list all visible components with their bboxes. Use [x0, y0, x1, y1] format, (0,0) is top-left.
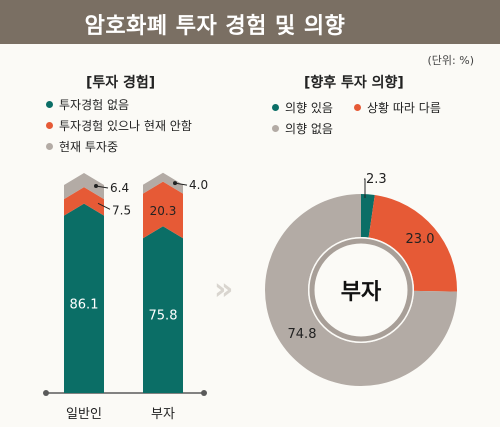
bar-value-label: 6.4	[110, 181, 129, 195]
bar-segment-2	[64, 187, 104, 216]
legend-label: 의향 있음	[285, 101, 333, 115]
page-title: 암호화폐 투자 경험 및 의향	[84, 14, 346, 39]
bar-value-label: 86.1	[70, 297, 99, 312]
legend-item-currently-investing: 현재 투자중	[46, 138, 118, 155]
legend-item-no-experience: 투자경험 없음	[46, 96, 129, 113]
donut-center-label: 부자	[341, 280, 382, 305]
bar-segment-2	[143, 181, 183, 239]
bar-segment-1	[143, 226, 183, 393]
legend-item-past-experience: 투자경험 있으나 현재 안함	[46, 117, 192, 134]
legend-item-unwilling: 의향 없음	[272, 120, 333, 137]
donut-value-label: 23.0	[406, 232, 435, 247]
legend-dot	[272, 104, 279, 111]
legend-item-willing: 의향 있음	[272, 99, 333, 116]
donut-inner-ring	[309, 238, 413, 342]
investment-experience-title: [투자 경험]	[86, 75, 156, 91]
bar-value-label: 75.8	[149, 309, 178, 324]
x-tick-label: 부자	[151, 407, 175, 422]
donut-value-label: 2.3	[366, 172, 387, 187]
legend-dot	[46, 101, 53, 108]
investment-intention-title: [향후 투자 의향]	[304, 75, 404, 91]
donut-slice-3	[265, 194, 457, 386]
axis-end-dot	[43, 390, 49, 396]
legend-item-depends: 상황 따라 다름	[354, 99, 441, 116]
label-leader-line	[97, 202, 111, 210]
legend-dot	[354, 104, 361, 111]
bar-value-label: 4.0	[189, 178, 208, 192]
legend-label: 상황 따라 다름	[367, 101, 441, 115]
label-leader-dot	[94, 184, 98, 189]
donut-hole	[308, 237, 414, 343]
donut-slice-2	[368, 194, 457, 292]
unit-label: (단위: %)	[427, 54, 474, 67]
bar-segment-1	[64, 203, 104, 393]
x-tick-label: 일반인	[66, 407, 102, 422]
legend-label: 의향 없음	[285, 122, 333, 136]
legend-dot	[46, 143, 53, 150]
bar-segment-3	[64, 173, 104, 200]
donut-value-label: 74.8	[288, 327, 317, 342]
legend-dot	[272, 125, 279, 132]
label-leader-dot	[173, 181, 177, 186]
bar-value-label: 20.3	[150, 204, 177, 218]
axis-end-dot	[201, 390, 207, 396]
bar-value-label: 7.5	[112, 203, 131, 217]
title-bar: 암호화폐 투자 경험 및 의향	[0, 0, 500, 44]
legend-dot	[46, 122, 53, 129]
label-leader-line	[95, 185, 109, 189]
donut-slice-1	[361, 194, 375, 238]
label-leader-line	[364, 178, 366, 198]
legend-label: 현재 투자중	[59, 140, 119, 154]
legend-label: 투자경험 없음	[59, 98, 130, 112]
label-leader-line	[174, 182, 188, 186]
legend-label: 투자경험 있으나 현재 안함	[59, 119, 192, 133]
